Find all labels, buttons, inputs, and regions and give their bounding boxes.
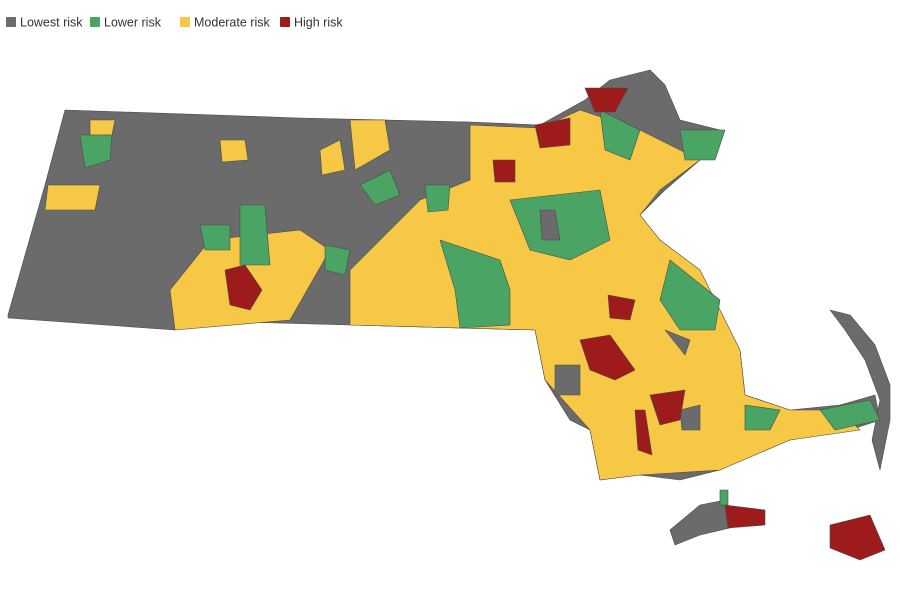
town-region <box>649 389 686 426</box>
town-region <box>607 294 636 321</box>
legend-label: High risk <box>294 15 343 29</box>
legend-label: Moderate risk <box>194 15 270 29</box>
town-region <box>819 399 881 431</box>
town-region <box>439 239 511 329</box>
town-region <box>44 184 101 211</box>
town-region <box>509 189 611 261</box>
legend-swatch <box>280 17 290 27</box>
town-region <box>224 264 263 311</box>
town-region <box>744 404 781 431</box>
town-region <box>554 364 581 396</box>
town-region <box>239 204 271 266</box>
town-region <box>679 404 701 431</box>
town-region <box>79 134 113 169</box>
town-region <box>664 329 691 356</box>
legend-swatch <box>90 17 100 27</box>
regions <box>7 69 891 561</box>
legend-label: Lower risk <box>104 15 162 29</box>
town-region <box>539 209 561 241</box>
town-region <box>534 117 571 149</box>
town-region <box>659 259 721 331</box>
town-region <box>199 224 231 251</box>
town-region <box>359 169 401 206</box>
town-region <box>724 504 766 529</box>
town-region <box>679 129 726 161</box>
town-region <box>634 409 653 456</box>
legend-swatch <box>6 17 16 27</box>
legend-label: Lowest risk <box>20 15 83 29</box>
town-region <box>324 244 351 276</box>
legend: Lowest risk Lower risk Moderate risk High r… <box>6 15 343 29</box>
town-region <box>349 109 861 481</box>
town-region <box>584 87 629 113</box>
legend-swatch <box>180 17 190 27</box>
town-region <box>349 119 391 171</box>
town-region <box>829 514 886 561</box>
town-region <box>219 139 249 163</box>
town-region <box>719 489 729 506</box>
town-region <box>492 159 516 183</box>
town-region <box>669 499 731 546</box>
town-region <box>829 309 891 471</box>
town-region <box>424 184 451 213</box>
town-region <box>89 119 116 136</box>
town-region <box>599 109 641 161</box>
town-region <box>579 334 636 381</box>
town-region <box>319 139 346 176</box>
